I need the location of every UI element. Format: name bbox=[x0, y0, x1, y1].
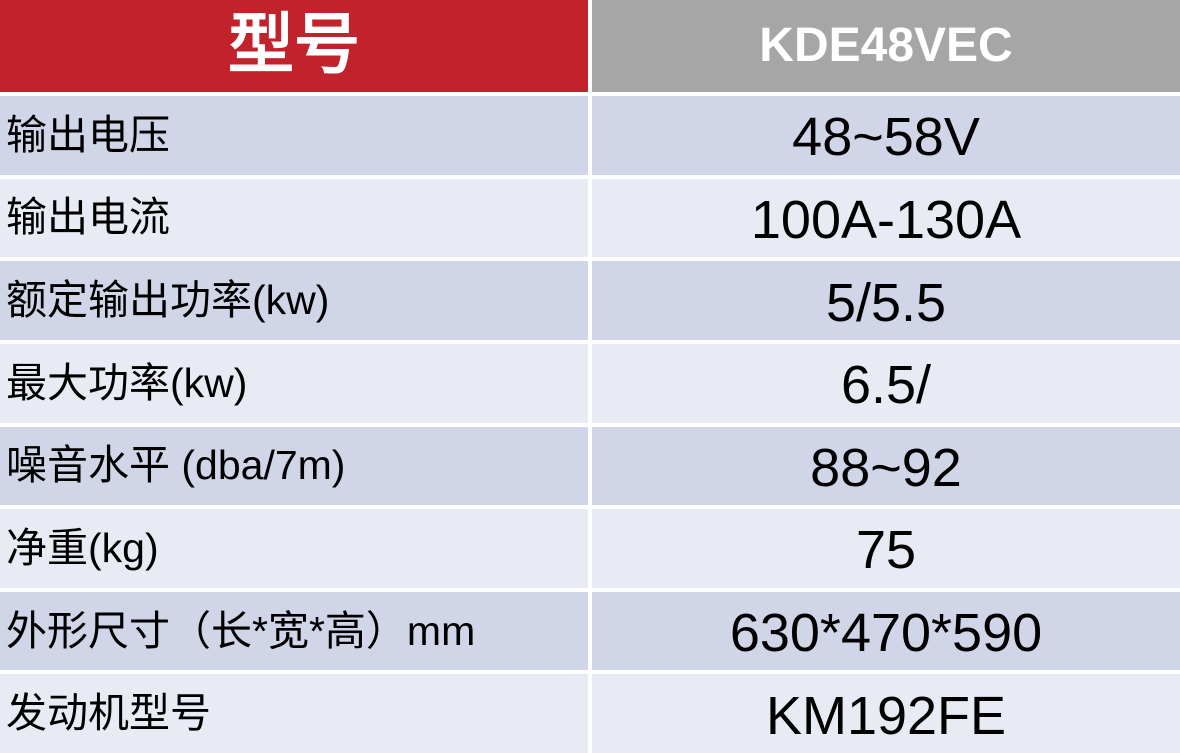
spec-value-output-voltage: 48~58V bbox=[592, 96, 1180, 175]
model-value-header-cell: KDE48VEC bbox=[592, 0, 1180, 92]
model-header-cell: 型号 bbox=[0, 0, 588, 92]
spec-value-output-current: 100A-130A bbox=[592, 178, 1180, 258]
spec-value-net-weight: 75 bbox=[592, 509, 1180, 588]
spec-value-engine-model: KM192FE bbox=[592, 674, 1180, 753]
spec-value-noise-level: 88~92 bbox=[592, 426, 1180, 506]
spec-label-net-weight: 净重(kg) bbox=[0, 509, 588, 588]
spec-label-noise-level: 噪音水平 (dba/7m) bbox=[0, 426, 588, 506]
spec-label-dimensions: 外形尺寸（长*宽*高）mm bbox=[0, 591, 588, 671]
spec-label-engine-model: 发动机型号 bbox=[0, 674, 588, 753]
spec-label-output-voltage: 输出电压 bbox=[0, 96, 588, 175]
spec-value-rated-power: 5/5.5 bbox=[592, 261, 1180, 340]
spec-value-dimensions: 630*470*590 bbox=[592, 591, 1180, 671]
spec-label-output-current: 输出电流 bbox=[0, 178, 588, 258]
spec-label-max-power: 最大功率(kw) bbox=[0, 343, 588, 423]
spec-label-rated-power: 额定输出功率(kw) bbox=[0, 261, 588, 340]
spec-value-max-power: 6.5/ bbox=[592, 343, 1180, 423]
